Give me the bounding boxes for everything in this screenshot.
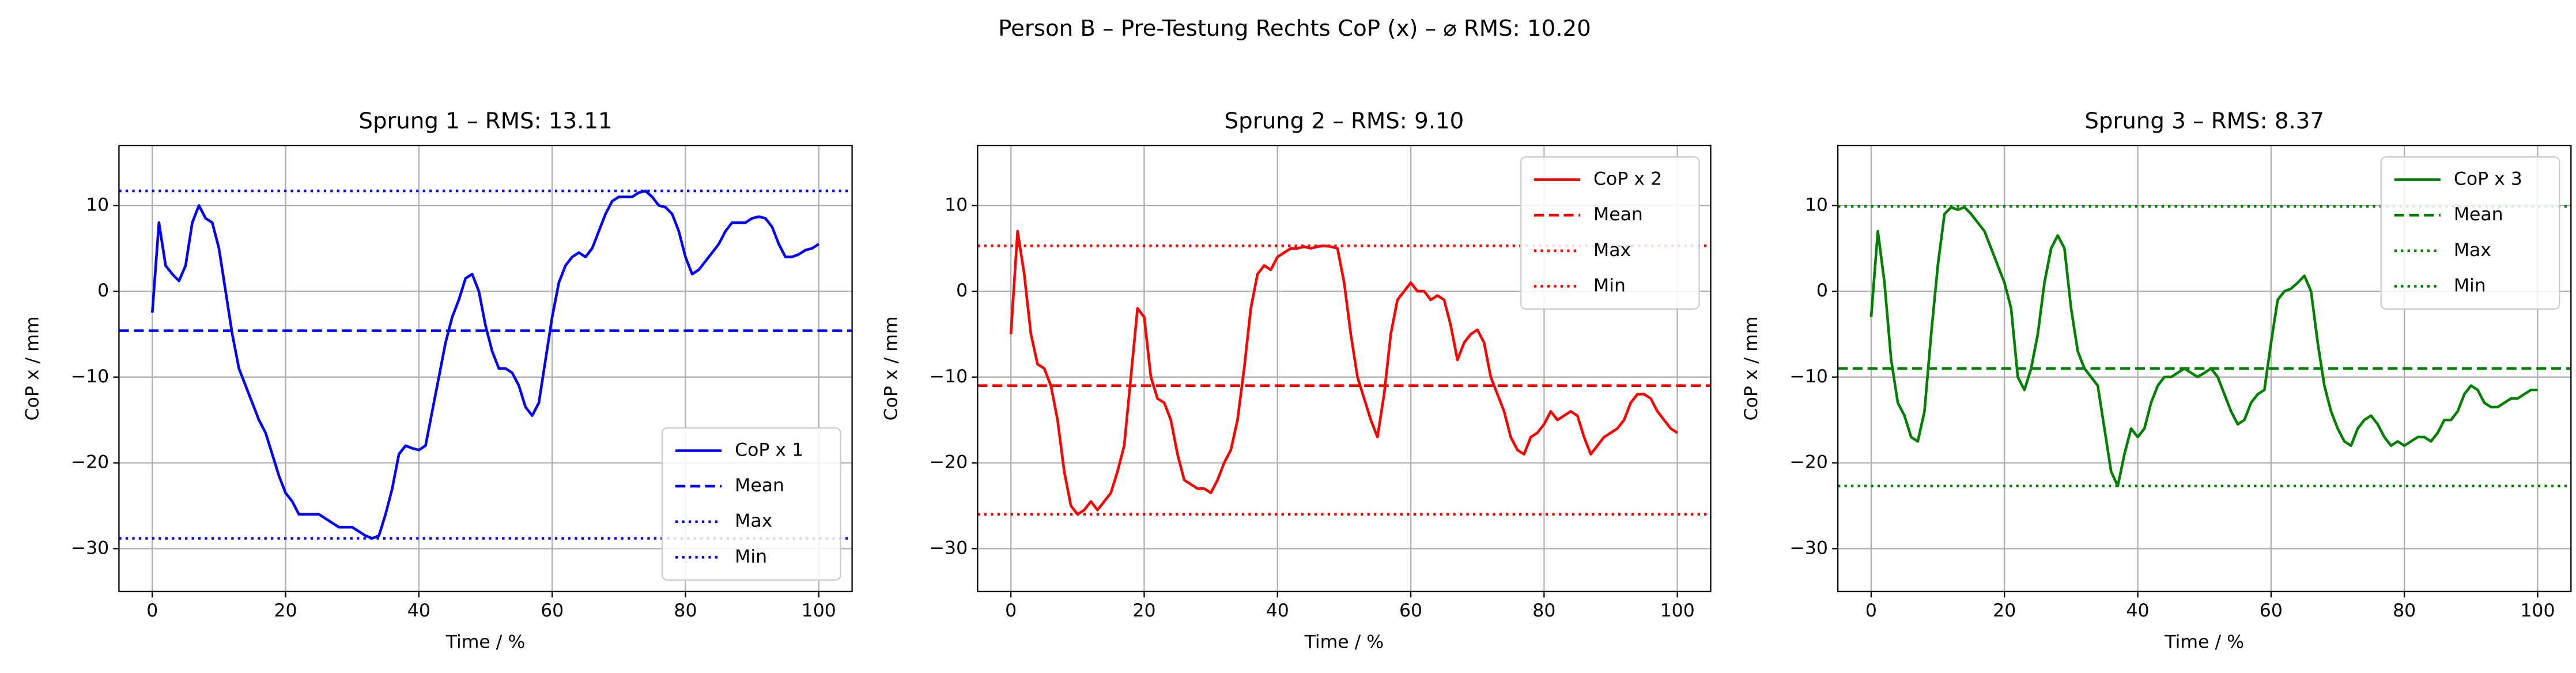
y-tick-label: 10 <box>945 194 968 215</box>
y-tick-label: −10 <box>930 366 968 387</box>
subplot-title: Sprung 2 – RMS: 9.10 <box>1225 108 1464 134</box>
data-line <box>1869 205 2538 488</box>
subplot: 0 20 40 60 80 100 −30 −20 −10 0 10 Sprung 2 – RMS: … <box>881 108 1712 653</box>
y-tick-label: −10 <box>71 366 109 387</box>
y-tick-label: −10 <box>1789 366 1827 387</box>
subplot: 0 20 40 60 80 100 −30 −20 −10 0 10 Sprung 1 – RMS: … <box>22 108 853 653</box>
legend: CoP x 2 Mean Max Min <box>1520 156 1700 310</box>
plot-frame <box>118 144 853 592</box>
subplot: 0 20 40 60 80 100 −30 −20 −10 0 10 Sprung 3 – RMS: … <box>1741 108 2572 653</box>
y-tick-label: 10 <box>86 194 109 215</box>
legend-label: Min <box>1593 275 1626 296</box>
legend-box <box>2380 156 2560 310</box>
subplot-title: Sprung 1 – RMS: 13.11 <box>358 108 612 134</box>
x-tick-label: 100 <box>1660 600 1695 621</box>
data-line <box>1009 230 1678 516</box>
x-tick-label: 60 <box>2260 600 2283 621</box>
y-tick-label: 0 <box>1816 280 1828 301</box>
x-tick-label: 80 <box>1532 600 1555 621</box>
y-tick-label: −30 <box>71 537 109 558</box>
y-tick-label: −20 <box>1789 452 1827 473</box>
y-tick-label: −30 <box>1789 537 1827 558</box>
y-axis-label: CoP x / mm <box>881 316 901 420</box>
y-tick-label: 10 <box>1805 194 1828 215</box>
x-tick-label: 100 <box>2520 600 2555 621</box>
y-tick-label: −20 <box>71 452 109 473</box>
plot-frame <box>977 144 1712 592</box>
x-axis-label: Time / % <box>1304 632 1384 653</box>
legend-label: Min <box>2454 275 2486 296</box>
x-axis-label: Time / % <box>2164 632 2244 653</box>
legend: CoP x 1 Mean Max Min <box>661 427 841 581</box>
legend-label: Min <box>735 546 767 567</box>
legend-label: Mean <box>735 475 784 496</box>
legend-label: CoP x 3 <box>2454 169 2522 190</box>
x-tick-label: 40 <box>407 600 430 621</box>
x-tick-label: 80 <box>2393 600 2416 621</box>
y-tick-label: 0 <box>956 280 968 301</box>
x-tick-label: 0 <box>1865 600 1877 621</box>
x-tick-label: 20 <box>1132 600 1155 621</box>
x-tick-label: 40 <box>2126 600 2149 621</box>
legend-box <box>661 427 841 581</box>
legend-label: CoP x 2 <box>1593 169 1662 190</box>
y-tick-label: 0 <box>97 280 109 301</box>
legend-label: Max <box>1593 240 1631 261</box>
x-tick-label: 0 <box>1005 600 1017 621</box>
y-axis-label: CoP x / mm <box>1741 316 1762 420</box>
subplot-title: Sprung 3 – RMS: 8.37 <box>2084 108 2324 134</box>
x-axis-label: Time / % <box>445 632 526 653</box>
legend-label: Mean <box>2454 204 2503 225</box>
legend-label: Max <box>2454 240 2491 261</box>
x-tick-label: 60 <box>1399 600 1422 621</box>
figure-title: Person B – Pre-Testung Rechts CoP (x) – … <box>998 16 1591 42</box>
legend-label: Max <box>735 511 772 532</box>
x-tick-label: 20 <box>274 600 297 621</box>
x-tick-label: 60 <box>541 600 564 621</box>
y-axis-label: CoP x / mm <box>22 316 43 420</box>
legend-label: CoP x 1 <box>735 439 803 460</box>
x-tick-label: 20 <box>1993 600 2016 621</box>
data-line <box>150 189 820 540</box>
x-tick-label: 80 <box>674 600 697 621</box>
x-tick-label: 100 <box>802 600 836 621</box>
plot-frame <box>1837 144 2572 592</box>
legend: CoP x 3 Mean Max Min <box>2380 156 2560 310</box>
y-tick-label: −30 <box>930 537 968 558</box>
x-tick-label: 0 <box>146 600 158 621</box>
legend-box <box>1520 156 1700 310</box>
legend-label: Mean <box>1593 204 1643 225</box>
x-tick-label: 40 <box>1266 600 1289 621</box>
y-tick-label: −20 <box>930 452 968 473</box>
